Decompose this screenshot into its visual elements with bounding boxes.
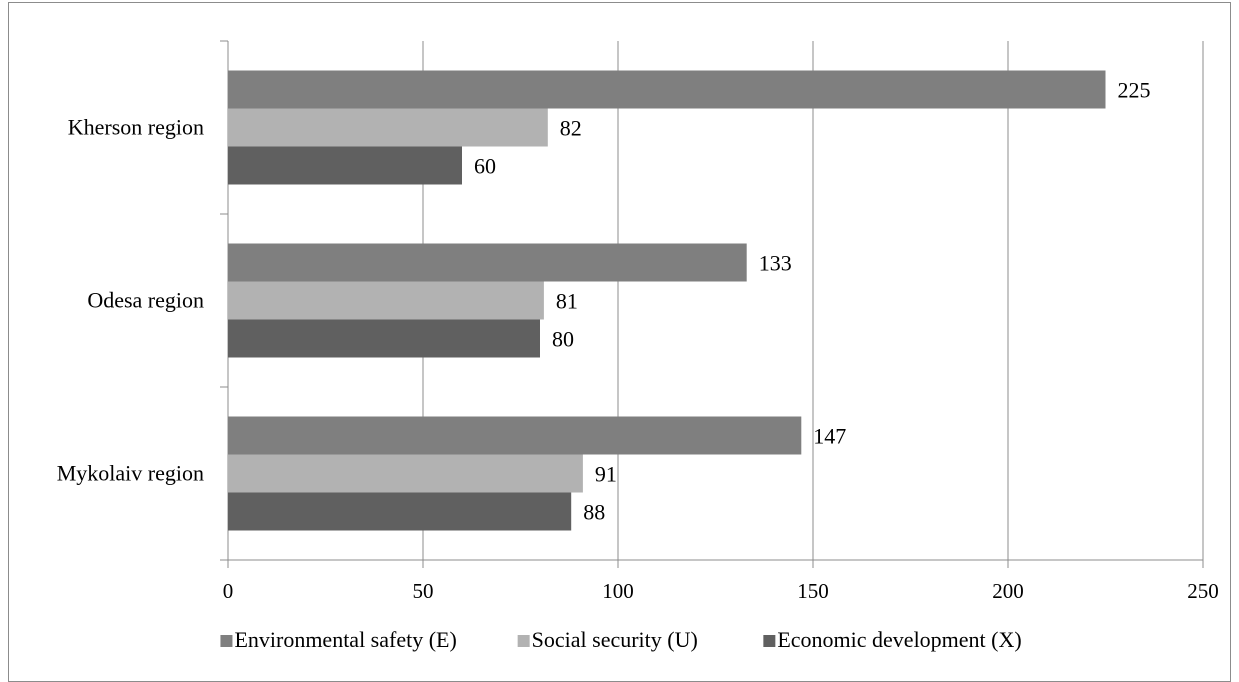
data-label: 147 (813, 424, 846, 449)
bar (228, 108, 548, 147)
bar (228, 492, 572, 531)
bar (228, 416, 802, 455)
bar (228, 454, 583, 493)
data-label: 80 (552, 327, 574, 352)
category-label: Kherson region (68, 115, 204, 140)
x-tick-label: 100 (602, 579, 634, 603)
chart-frame (8, 2, 1231, 682)
bar (228, 146, 462, 185)
x-tick-label: 250 (1187, 579, 1219, 603)
x-tick-label: 200 (992, 579, 1024, 603)
legend-label: Social security (U) (532, 627, 698, 652)
legend-label: Economic development (X) (777, 627, 1021, 652)
data-label: 88 (583, 500, 605, 525)
bar (228, 243, 747, 282)
data-label: 133 (759, 251, 792, 276)
legend-swatch (517, 635, 530, 647)
legend-swatch (220, 635, 233, 647)
bar (228, 319, 540, 358)
data-label: 81 (556, 289, 578, 314)
x-tick-label: 150 (797, 579, 829, 603)
x-tick-label: 0 (223, 579, 234, 603)
bar (228, 70, 1106, 109)
bars (228, 70, 1106, 531)
legend-swatch (763, 635, 776, 647)
bar (228, 281, 544, 320)
data-label: 91 (595, 462, 617, 487)
data-label: 225 (1118, 78, 1151, 103)
legend: Environmental safety (E) Social security … (220, 627, 1022, 652)
data-labels: 225 82 60 133 81 80 147 91 88 (474, 78, 1151, 525)
category-label: Mykolaiv region (57, 461, 204, 486)
category-label: Odesa region (87, 288, 204, 313)
data-label: 82 (560, 116, 582, 141)
data-label: 60 (474, 154, 496, 179)
x-tick-label: 50 (413, 579, 434, 603)
legend-label: Environmental safety (E) (234, 627, 456, 652)
